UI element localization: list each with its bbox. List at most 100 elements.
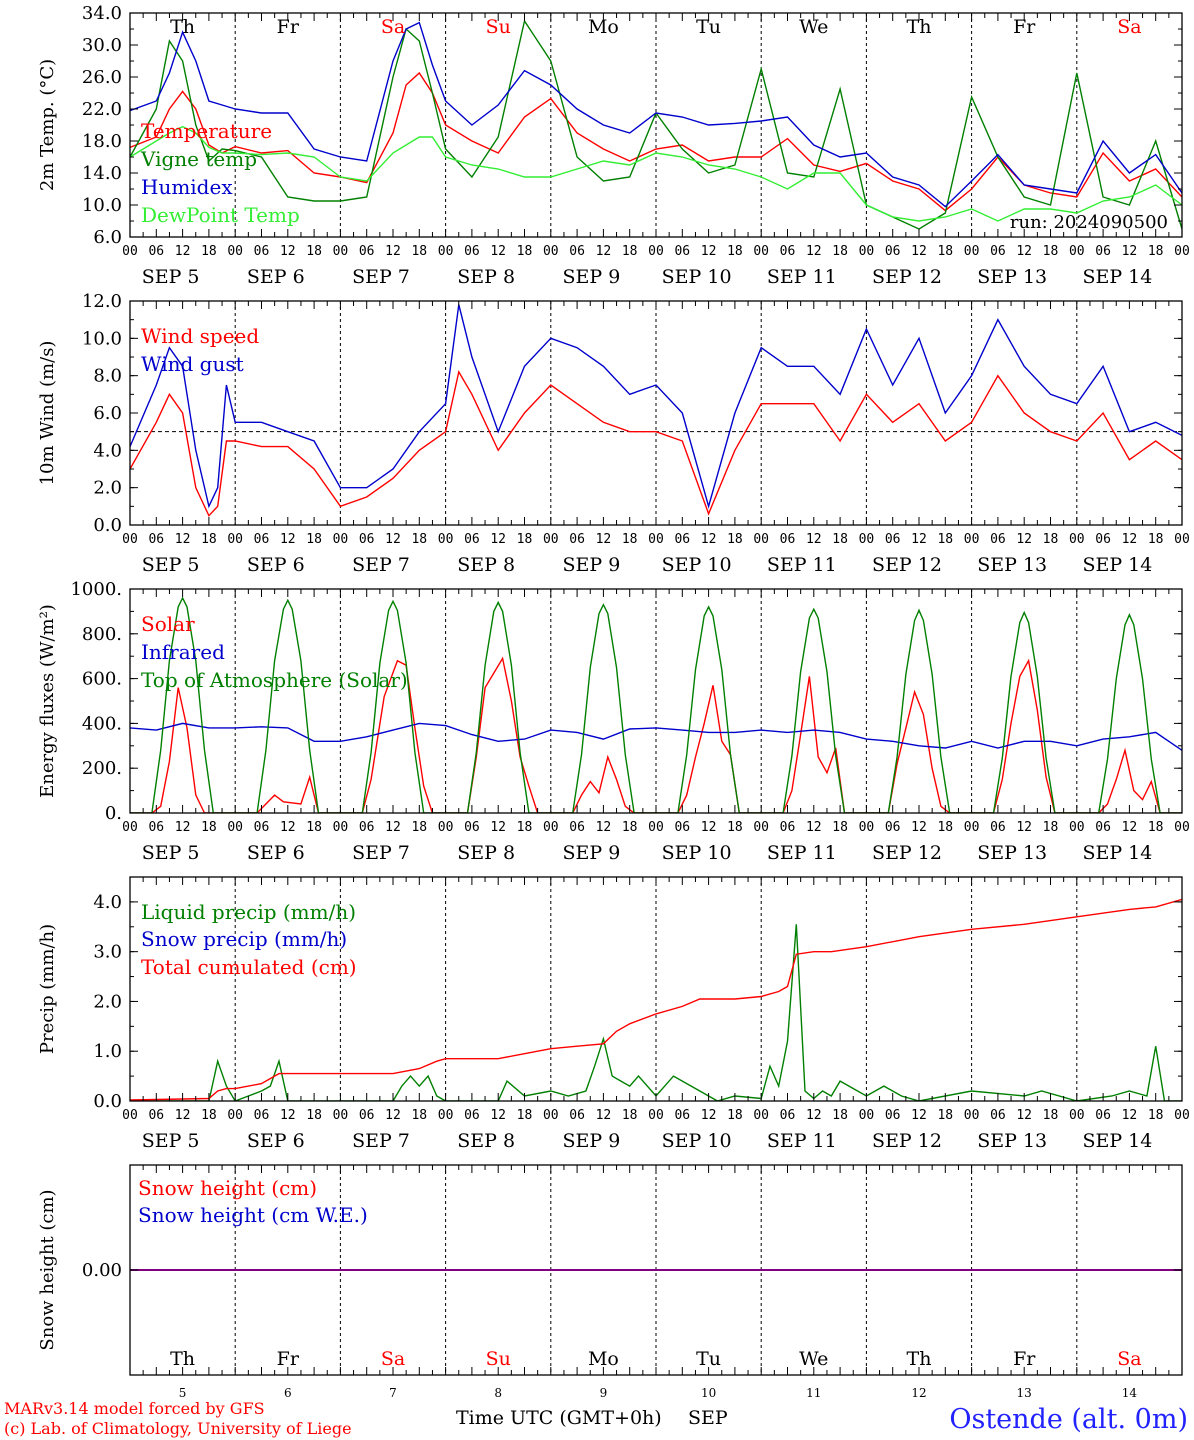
hour-tick-label: 18 bbox=[306, 532, 322, 547]
hour-tick-label: 12 bbox=[280, 1108, 296, 1123]
date-label: SEP 12 bbox=[872, 842, 942, 864]
y-tick-label: 3.0 bbox=[93, 942, 122, 963]
hour-tick-label: 06 bbox=[254, 532, 270, 547]
hour-tick-label: 00 bbox=[964, 532, 980, 547]
hour-tick-label: 06 bbox=[885, 532, 901, 547]
x-axis-label: Time UTC (GMT+0h) bbox=[456, 1407, 662, 1429]
hour-tick-label: 06 bbox=[569, 244, 585, 259]
y-tick-label: 0.0 bbox=[93, 515, 122, 536]
y-tick-label: 0. bbox=[105, 803, 122, 824]
hour-tick-label: 12 bbox=[280, 244, 296, 259]
date-label: SEP 10 bbox=[662, 554, 732, 576]
panel-temperature bbox=[129, 12, 1183, 238]
y-tick-label: 26.0 bbox=[82, 67, 122, 88]
hour-tick-label: 00 bbox=[753, 244, 769, 259]
station-name: Ostende (alt. 0m) bbox=[949, 1404, 1188, 1435]
hour-tick-label: 12 bbox=[911, 820, 927, 835]
hour-tick-label: 12 bbox=[280, 532, 296, 547]
hour-tick-label: 18 bbox=[832, 820, 848, 835]
hour-tick-label: 18 bbox=[517, 244, 533, 259]
hour-tick-label: 06 bbox=[254, 1108, 270, 1123]
date-label: SEP 5 bbox=[142, 554, 200, 576]
hour-tick-label: 12 bbox=[1122, 244, 1138, 259]
hour-tick-label: 06 bbox=[464, 244, 480, 259]
date-label: SEP 6 bbox=[247, 1130, 305, 1152]
hour-tick-label: 00 bbox=[543, 820, 559, 835]
hour-tick-label: 12 bbox=[385, 244, 401, 259]
hour-tick-label: 00 bbox=[333, 532, 349, 547]
legend-entry: Infrared bbox=[141, 640, 225, 664]
hour-tick-label: 18 bbox=[201, 820, 217, 835]
day-number: 11 bbox=[806, 1386, 821, 1400]
y-tick-label: 18.0 bbox=[82, 131, 122, 152]
hour-tick-label: 12 bbox=[385, 820, 401, 835]
day-name-bottom: Sa bbox=[1117, 1348, 1141, 1370]
day-number: 8 bbox=[494, 1386, 502, 1400]
day-number: 13 bbox=[1017, 1386, 1032, 1400]
hour-tick-label: 12 bbox=[911, 1108, 927, 1123]
date-label: SEP 13 bbox=[977, 842, 1047, 864]
y-tick-label: 6.0 bbox=[93, 227, 122, 248]
hour-tick-label: 18 bbox=[1148, 820, 1164, 835]
hour-tick-label: 00 bbox=[438, 532, 454, 547]
date-label: SEP 8 bbox=[457, 554, 515, 576]
hour-tick-label: 12 bbox=[1122, 532, 1138, 547]
hour-tick-label: 06 bbox=[990, 244, 1006, 259]
date-label: SEP 6 bbox=[247, 842, 305, 864]
hour-tick-label: 06 bbox=[885, 244, 901, 259]
legend-entry: Wind gust bbox=[141, 352, 244, 376]
model-credit: MARv3.14 model forced by GFS bbox=[4, 1399, 265, 1418]
hour-tick-label: 18 bbox=[1043, 820, 1059, 835]
series-line-total-cumulated-cm- bbox=[130, 898, 1182, 1101]
hour-tick-label: 12 bbox=[806, 1108, 822, 1123]
hour-tick-label: 12 bbox=[596, 1108, 612, 1123]
date-label: SEP 14 bbox=[1082, 554, 1152, 576]
series-line-solar bbox=[130, 656, 1182, 813]
hour-tick-label: 00 bbox=[543, 532, 559, 547]
hour-tick-label: 00 bbox=[227, 820, 243, 835]
day-name-top: Su bbox=[486, 16, 511, 38]
hour-tick-label: 18 bbox=[201, 532, 217, 547]
date-label: SEP 12 bbox=[872, 266, 942, 288]
day-name-top: Sa bbox=[381, 16, 405, 38]
lab-credit: (c) Lab. of Climatology, University of L… bbox=[4, 1419, 352, 1438]
hour-tick-label: 00 bbox=[227, 244, 243, 259]
date-label: SEP 11 bbox=[767, 266, 837, 288]
day-name-bottom: Th bbox=[907, 1348, 932, 1370]
hour-tick-label: 06 bbox=[674, 1108, 690, 1123]
hour-tick-label: 18 bbox=[306, 820, 322, 835]
legend-entry: Liquid precip (mm/h) bbox=[141, 900, 356, 924]
hour-tick-label: 12 bbox=[490, 820, 506, 835]
hour-tick-label: 00 bbox=[753, 820, 769, 835]
hour-tick-label: 06 bbox=[254, 820, 270, 835]
hour-tick-label: 18 bbox=[517, 532, 533, 547]
hour-tick-label: 06 bbox=[254, 244, 270, 259]
date-label: SEP 8 bbox=[457, 1130, 515, 1152]
panel-snow bbox=[129, 1164, 1183, 1376]
hour-tick-label: 12 bbox=[806, 244, 822, 259]
y-axis-label: Snow height (cm) bbox=[37, 1189, 58, 1350]
day-name-bottom: Fr bbox=[277, 1348, 300, 1370]
hour-tick-label: 12 bbox=[806, 820, 822, 835]
hour-tick-label: 18 bbox=[201, 244, 217, 259]
series-line-dewpoint-temp bbox=[130, 125, 1182, 222]
date-label: SEP 12 bbox=[872, 1130, 942, 1152]
hour-tick-label: 06 bbox=[359, 532, 375, 547]
hour-tick-label: 06 bbox=[780, 1108, 796, 1123]
day-number: 14 bbox=[1122, 1386, 1138, 1400]
legend-entry: Top of Atmosphere (Solar) bbox=[141, 668, 408, 692]
y-tick-label: 10.0 bbox=[82, 195, 122, 216]
hour-tick-label: 12 bbox=[1016, 1108, 1032, 1123]
hour-tick-label: 06 bbox=[885, 1108, 901, 1123]
hour-tick-label: 00 bbox=[1069, 820, 1085, 835]
hour-tick-label: 06 bbox=[569, 532, 585, 547]
hour-tick-label: 00 bbox=[333, 1108, 349, 1123]
hour-tick-label: 06 bbox=[1095, 1108, 1111, 1123]
hour-tick-label: 12 bbox=[490, 1108, 506, 1123]
date-label: SEP 7 bbox=[352, 266, 410, 288]
date-label: SEP 9 bbox=[562, 266, 620, 288]
hour-tick-label: 12 bbox=[701, 1108, 717, 1123]
day-name-bottom: Fr bbox=[1013, 1348, 1036, 1370]
hour-tick-label: 00 bbox=[333, 820, 349, 835]
hour-tick-label: 12 bbox=[701, 244, 717, 259]
